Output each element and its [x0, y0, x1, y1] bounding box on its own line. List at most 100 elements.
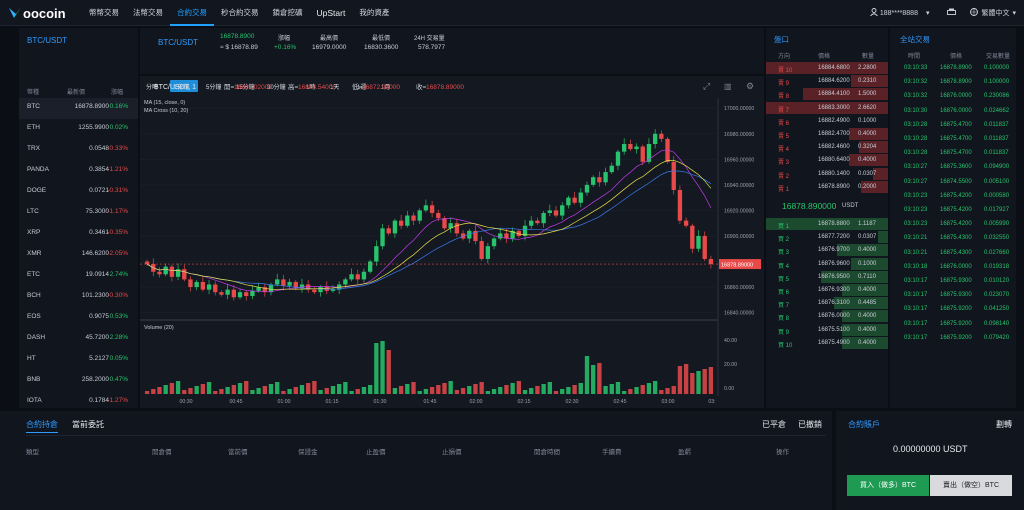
candle-body	[250, 291, 254, 296]
nav-spot[interactable]: 幣幣交易	[82, 0, 126, 26]
chart-svg[interactable]: 分時 1分鐘 5分鐘 15分鐘 30分鐘 1時 1天 1週 1月 ⤢ ▥ ⚙ 17000.00000 16…	[140, 76, 764, 408]
tab-positions[interactable]: 合約持倉	[26, 419, 58, 433]
market-change: -1.21%	[107, 166, 128, 173]
x-tick-label: 03:00	[662, 399, 675, 405]
print-icon[interactable]	[947, 8, 956, 18]
market-row[interactable]: XRP 0.3461 -0.35%	[19, 224, 138, 245]
sell-short-button[interactable]: 賣出（做空）BTC	[930, 475, 1012, 496]
market-price: 0.3461	[57, 229, 109, 236]
nav-fiat[interactable]: 法幣交易	[126, 0, 170, 26]
bid-row[interactable]: 買 3 16876.9700 0.4000	[766, 244, 888, 257]
bid-price: 16876.9300	[818, 287, 850, 293]
market-row[interactable]: ETH 1255.9900 0.02%	[19, 119, 138, 140]
ask-row[interactable]: 賣 3 16880.6400 0.4000	[766, 154, 888, 167]
candle-body	[622, 144, 626, 152]
volume-bar	[603, 386, 607, 394]
trade-amount: 0.041250	[984, 306, 1009, 312]
trade-row: 03:10:27 16874.5500 0.005100	[890, 176, 1016, 190]
trade-time: 03:10:17	[904, 306, 927, 312]
ask-row[interactable]: 賣 1 16878.8900 0.2000	[766, 181, 888, 194]
interval-button[interactable]: 5分鐘	[206, 83, 221, 91]
market-row[interactable]: BCH 101.2300 -0.30%	[19, 287, 138, 308]
bid-row[interactable]: 買 10 16875.4900 0.4000	[766, 337, 888, 350]
nav-contract[interactable]: 合約交易	[170, 0, 214, 26]
market-row[interactable]: HT 5.2127 0.05%	[19, 350, 138, 371]
market-row[interactable]: BNB 258.2000 0.47%	[19, 371, 138, 392]
main-nav: 幣幣交易 法幣交易 合約交易 秒合約交易 鎖倉挖礦 UpStart 我的資產	[82, 0, 396, 26]
tab-cancelled[interactable]: 已撤銷	[798, 419, 822, 430]
chevron-down-icon[interactable]: ▾	[926, 9, 930, 17]
chevron-down-icon[interactable]: ▾	[1012, 9, 1016, 17]
ask-row[interactable]: 賣 7 16883.3000 2.6620	[766, 102, 888, 115]
volume-bar	[690, 373, 694, 394]
trade-row: 03:10:23 16875.4200 0.005990	[890, 218, 1016, 232]
ask-row[interactable]: 賣 2 16880.1400 0.0307	[766, 168, 888, 181]
market-row[interactable]: DASH 45.7200 2.28%	[19, 329, 138, 350]
ask-price: 16884.6800	[818, 65, 850, 71]
language-select[interactable]: 繁體中文	[981, 8, 1009, 18]
ask-row[interactable]: 賣 9 16884.6200 0.2310	[766, 75, 888, 88]
nav-second-contract[interactable]: 秒合約交易	[214, 0, 266, 26]
logo-mark-icon	[8, 6, 22, 20]
market-coin: EOS	[27, 313, 41, 320]
bid-row[interactable]: 買 9 16875.5100 0.4000	[766, 324, 888, 337]
volume-bar	[300, 385, 304, 394]
trade-amount: 0.005990	[984, 221, 1009, 227]
globe-icon[interactable]	[970, 8, 978, 18]
volume-bar	[281, 391, 285, 394]
ask-row[interactable]: 賣 8 16884.4100 1.5000	[766, 88, 888, 101]
market-row[interactable]: PANDA 0.3854 -1.21%	[19, 161, 138, 182]
nav-mining[interactable]: 鎖倉挖礦	[266, 0, 310, 26]
market-change: 0.05%	[110, 355, 128, 362]
candle-body	[213, 285, 217, 293]
bid-row[interactable]: 買 5 16876.9500 0.7110	[766, 271, 888, 284]
ask-row[interactable]: 賣 4 16882.4600 0.3204	[766, 141, 888, 154]
tab-open-orders[interactable]: 當前委託	[72, 419, 104, 430]
bid-price: 16876.3100	[818, 300, 850, 306]
bid-row[interactable]: 買 4 16876.9600 0.1000	[766, 258, 888, 271]
market-row[interactable]: LTC 75.3000 -1.17%	[19, 203, 138, 224]
bid-row[interactable]: 買 2 16877.7200 0.0307	[766, 231, 888, 244]
indicator-icon: ▥	[724, 82, 732, 91]
ask-price: 16883.3000	[818, 105, 850, 111]
ma-line	[147, 160, 711, 289]
bid-row[interactable]: 買 7 16876.3100 0.4485	[766, 297, 888, 310]
candle-body	[492, 239, 496, 247]
ask-side: 賣 5	[778, 131, 789, 140]
ask-row[interactable]: 賣 6 16882.4900 0.1000	[766, 115, 888, 128]
market-row[interactable]: DOGE 0.0721 -0.31%	[19, 182, 138, 203]
bid-row[interactable]: 買 1 16878.8800 1.1187	[766, 218, 888, 231]
user-phone[interactable]: 188****8888	[880, 10, 918, 17]
tab-closed[interactable]: 已平倉	[762, 419, 786, 430]
positions-col: 盈虧	[678, 446, 691, 456]
market-row[interactable]: TRX 0.0548 -0.33%	[19, 140, 138, 161]
market-row[interactable]: ETC 19.0914 2.74%	[19, 266, 138, 287]
ask-row[interactable]: 賣 5 16882.4700 0.4000	[766, 128, 888, 141]
buy-long-button[interactable]: 買入（做多）BTC	[847, 475, 929, 496]
market-row[interactable]: IOTA 0.1784 -1.27%	[19, 392, 138, 413]
trade-amount: 0.024662	[984, 108, 1009, 114]
bid-amount: 0.0307	[858, 234, 876, 240]
bid-row[interactable]: 買 8 16876.0000 0.4000	[766, 310, 888, 323]
candle-body	[207, 285, 211, 290]
ask-row[interactable]: 賣 10 16884.6800 2.2800	[766, 62, 888, 75]
user-icon[interactable]	[870, 8, 878, 18]
nav-upstart[interactable]: UpStart	[310, 0, 353, 26]
transfer-button[interactable]: 劃轉	[996, 419, 1012, 430]
market-coin: DOGE	[27, 187, 46, 194]
candle-body	[486, 246, 490, 259]
logo[interactable]: oocoin	[8, 4, 66, 22]
trade-time: 03:10:23	[904, 207, 927, 213]
volume-bar	[145, 391, 149, 394]
volume-bar	[535, 386, 539, 394]
ticker-pair[interactable]: BTC/USDT	[158, 38, 198, 47]
nav-assets[interactable]: 我的資產	[352, 0, 396, 26]
fullscreen-icon: ⤢	[702, 81, 710, 91]
market-row[interactable]: BTC 16878.8900 0.16%	[19, 98, 138, 119]
trade-amount: 0.011837	[984, 122, 1009, 128]
market-row[interactable]: XMR 146.6200 -2.05%	[19, 245, 138, 266]
kline-chart[interactable]: 分時 1分鐘 5分鐘 15分鐘 30分鐘 1時 1天 1週 1月 ⤢ ▥ ⚙ 17000.00000 16…	[140, 76, 764, 408]
candle-body	[281, 279, 285, 285]
bid-row[interactable]: 買 6 16876.9300 0.4000	[766, 284, 888, 297]
market-row[interactable]: EOS 0.9075 0.53%	[19, 308, 138, 329]
